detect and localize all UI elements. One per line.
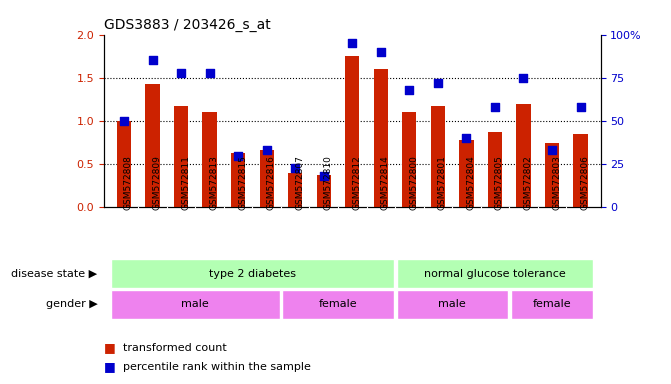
Bar bbox=[260, 151, 274, 207]
Text: GSM572804: GSM572804 bbox=[466, 155, 476, 210]
Point bbox=[433, 80, 444, 86]
Text: GSM572805: GSM572805 bbox=[495, 155, 504, 210]
Text: GSM572806: GSM572806 bbox=[580, 155, 590, 210]
Point bbox=[204, 70, 215, 76]
Bar bbox=[431, 106, 445, 207]
Bar bbox=[117, 121, 131, 207]
Point bbox=[490, 104, 501, 110]
Text: GSM572810: GSM572810 bbox=[323, 155, 333, 210]
Text: male: male bbox=[181, 299, 209, 310]
Bar bbox=[488, 132, 502, 207]
Text: type 2 diabetes: type 2 diabetes bbox=[209, 268, 296, 279]
Text: male: male bbox=[438, 299, 466, 310]
Text: GSM572809: GSM572809 bbox=[152, 155, 162, 210]
Bar bbox=[231, 153, 246, 207]
Text: GSM572800: GSM572800 bbox=[409, 155, 418, 210]
Point bbox=[575, 104, 586, 110]
Bar bbox=[317, 175, 331, 207]
Point bbox=[376, 49, 386, 55]
Text: GSM572813: GSM572813 bbox=[209, 155, 219, 210]
Bar bbox=[345, 56, 360, 207]
Bar bbox=[517, 104, 531, 207]
Point bbox=[261, 147, 272, 154]
Text: female: female bbox=[533, 299, 571, 310]
Text: GSM572807: GSM572807 bbox=[295, 155, 304, 210]
Bar bbox=[111, 259, 394, 288]
Point bbox=[290, 164, 301, 170]
Text: GSM572802: GSM572802 bbox=[523, 155, 533, 210]
Point bbox=[176, 70, 187, 76]
Bar bbox=[288, 173, 303, 207]
Bar bbox=[397, 290, 508, 319]
Bar bbox=[174, 106, 188, 207]
Point bbox=[547, 147, 558, 154]
Text: disease state ▶: disease state ▶ bbox=[11, 268, 97, 279]
Point bbox=[233, 152, 244, 159]
Bar bbox=[111, 290, 280, 319]
Bar bbox=[459, 140, 474, 207]
Text: GSM572812: GSM572812 bbox=[352, 155, 361, 210]
Point bbox=[347, 40, 358, 46]
Bar bbox=[203, 113, 217, 207]
Text: GSM572808: GSM572808 bbox=[124, 155, 133, 210]
Point bbox=[147, 58, 158, 64]
Text: GSM572801: GSM572801 bbox=[438, 155, 447, 210]
Text: GSM572814: GSM572814 bbox=[381, 155, 390, 210]
Bar bbox=[402, 113, 417, 207]
Text: percentile rank within the sample: percentile rank within the sample bbox=[123, 362, 311, 372]
Point bbox=[461, 135, 472, 141]
Text: GSM572803: GSM572803 bbox=[552, 155, 561, 210]
Text: GSM572816: GSM572816 bbox=[266, 155, 276, 210]
Text: female: female bbox=[319, 299, 358, 310]
Text: GDS3883 / 203426_s_at: GDS3883 / 203426_s_at bbox=[104, 18, 271, 32]
Text: GSM572815: GSM572815 bbox=[238, 155, 247, 210]
Bar bbox=[511, 290, 593, 319]
Text: normal glucose tolerance: normal glucose tolerance bbox=[424, 268, 566, 279]
Bar bbox=[282, 290, 394, 319]
Text: GSM572811: GSM572811 bbox=[181, 155, 190, 210]
Text: ■: ■ bbox=[104, 360, 116, 373]
Text: gender ▶: gender ▶ bbox=[46, 299, 97, 310]
Point bbox=[119, 118, 130, 124]
Bar bbox=[574, 134, 588, 207]
Bar bbox=[146, 84, 160, 207]
Point bbox=[318, 173, 329, 179]
Text: transformed count: transformed count bbox=[123, 343, 227, 353]
Bar bbox=[397, 259, 593, 288]
Bar bbox=[374, 69, 388, 207]
Bar bbox=[545, 142, 559, 207]
Point bbox=[404, 87, 415, 93]
Text: ■: ■ bbox=[104, 341, 116, 354]
Point bbox=[518, 75, 529, 81]
